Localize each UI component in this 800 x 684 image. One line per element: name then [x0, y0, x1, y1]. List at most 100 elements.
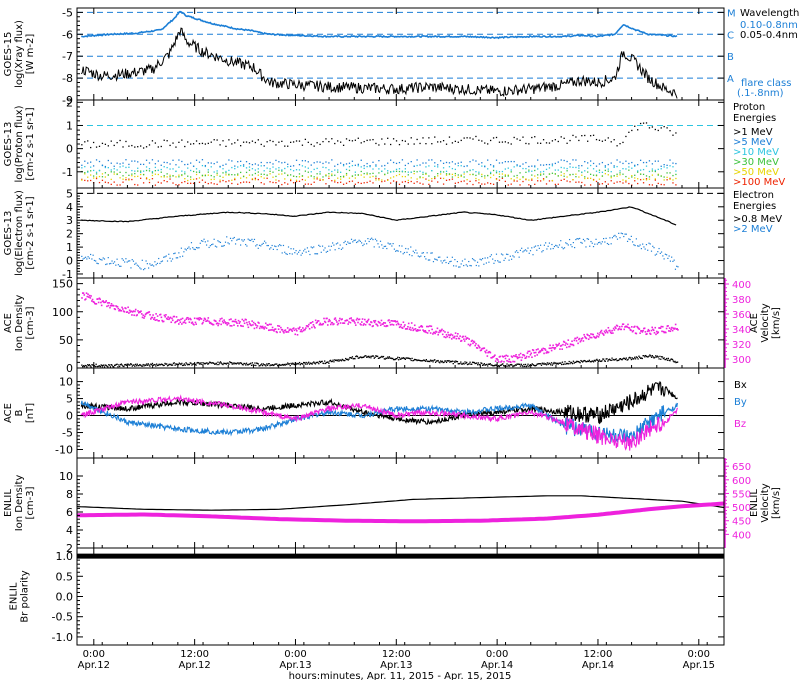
proton-point	[528, 169, 530, 171]
electron-point	[144, 267, 146, 270]
electron-point	[328, 245, 330, 247]
velocity-point	[528, 355, 530, 358]
electron-point	[192, 247, 194, 249]
electron-point	[397, 250, 399, 252]
electron-point	[368, 240, 370, 243]
velocity-point	[167, 316, 170, 318]
density-point	[511, 364, 513, 366]
proton-point	[113, 165, 115, 167]
proton-point	[392, 138, 395, 140]
proton-point	[145, 178, 148, 180]
electron-point	[188, 246, 190, 248]
electron-point	[378, 246, 380, 248]
electron-point	[659, 252, 661, 254]
velocity-point	[242, 325, 244, 328]
velocity-point	[444, 331, 446, 333]
velocity-point	[411, 327, 414, 329]
flare-level-label: B	[727, 52, 734, 63]
proton-point	[278, 169, 280, 172]
proton-point	[195, 178, 198, 180]
proton-point	[439, 141, 442, 143]
velocity-point	[410, 329, 412, 331]
electron-point	[542, 250, 544, 252]
proton-point	[434, 165, 436, 167]
density-point	[213, 362, 215, 365]
density-point	[327, 361, 329, 363]
velocity-point	[187, 316, 189, 319]
proton-point	[528, 179, 530, 181]
density-point	[339, 359, 341, 361]
density-point	[451, 360, 454, 362]
velocity-point	[239, 321, 241, 323]
velocity-point	[429, 325, 431, 327]
proton-point	[160, 164, 162, 166]
electron-point	[98, 258, 101, 260]
velocity-point	[154, 319, 157, 321]
velocity-point	[493, 355, 495, 357]
velocity-point	[449, 334, 452, 337]
electron-point	[417, 255, 419, 257]
density-point	[232, 362, 234, 364]
density-point	[250, 362, 252, 364]
electron-point	[190, 242, 193, 244]
proton-point	[534, 165, 536, 167]
proton-point	[419, 177, 421, 179]
density-point	[282, 364, 285, 366]
velocity-point	[301, 330, 303, 333]
velocity-point	[604, 331, 607, 334]
density-point	[565, 363, 567, 365]
proton-point	[166, 176, 168, 178]
density-point	[651, 355, 654, 357]
electron-point	[455, 265, 457, 267]
electron-point	[182, 255, 184, 257]
velocity-point	[158, 319, 160, 322]
density-point	[400, 358, 402, 360]
density-point	[366, 356, 368, 358]
velocity-point	[354, 322, 356, 324]
velocity-point	[592, 333, 595, 336]
electron-point	[228, 243, 230, 245]
electron-point	[571, 246, 573, 248]
y-axis-label: GOES-13log(Proton flux)[cm-2 s-1 sr-1]	[3, 105, 36, 182]
velocity-point	[655, 333, 657, 336]
proton-point	[504, 174, 506, 176]
velocity-point	[546, 350, 548, 353]
proton-point	[104, 143, 107, 145]
density-point	[346, 358, 349, 360]
density-point	[276, 365, 279, 367]
electron-point	[391, 245, 393, 247]
velocity-point	[100, 301, 102, 304]
electron-point	[500, 253, 503, 255]
proton-point	[469, 169, 471, 171]
electron-point	[282, 244, 285, 247]
velocity-point	[668, 327, 671, 329]
density-point	[622, 358, 624, 360]
proton-point	[513, 180, 515, 182]
electron-point	[392, 243, 394, 245]
electron-point	[229, 237, 232, 239]
electron-point	[430, 252, 432, 254]
proton-point	[87, 170, 89, 173]
right-y-tick-label: 400	[732, 280, 751, 291]
proton-point	[578, 167, 580, 169]
proton-point	[101, 142, 104, 145]
proton-point	[240, 171, 242, 174]
proton-point	[584, 177, 586, 180]
velocity-point	[521, 356, 523, 359]
velocity-point	[656, 332, 659, 335]
y-tick-label: 100	[52, 306, 73, 319]
proton-point	[372, 138, 374, 141]
proton-point	[278, 167, 280, 169]
proton-point	[345, 174, 348, 176]
electron-point	[158, 257, 160, 260]
electron-point	[100, 258, 102, 261]
electron-point	[628, 238, 630, 240]
electron-point	[261, 243, 263, 246]
velocity-point	[503, 355, 506, 357]
proton-point	[219, 165, 221, 168]
density-point	[497, 365, 499, 367]
velocity-point	[130, 310, 132, 313]
density-point	[201, 362, 203, 364]
velocity-point	[348, 317, 351, 320]
proton-point	[328, 169, 330, 171]
